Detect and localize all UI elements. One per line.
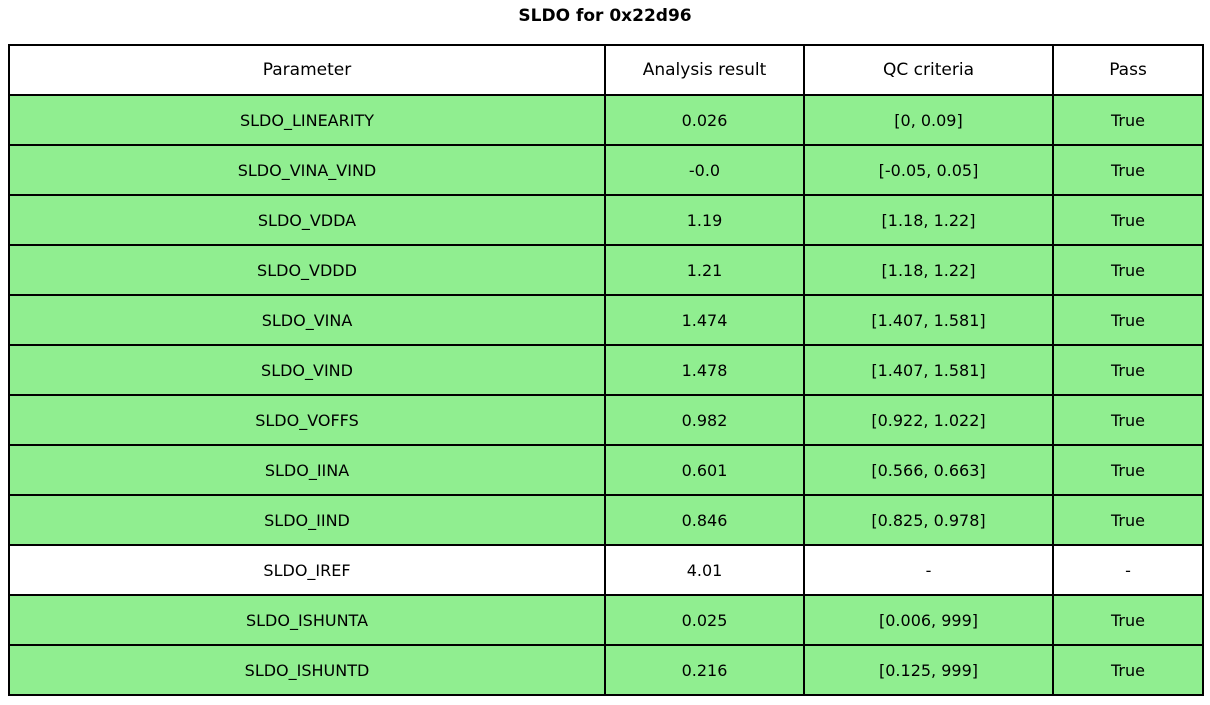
- qc-criteria-cell: [1.18, 1.22]: [803, 194, 1054, 246]
- analysis-result-cell: 0.026: [604, 94, 805, 146]
- table-row: SLDO_ISHUNTA 0.025 [0.006, 999] True: [8, 594, 1204, 646]
- parameter-cell: SLDO_VOFFS: [8, 394, 606, 446]
- parameter-cell: SLDO_IINA: [8, 444, 606, 496]
- table-row: SLDO_IREF 4.01 - -: [8, 544, 1204, 596]
- analysis-result-cell: 0.982: [604, 394, 805, 446]
- table-row: SLDO_VINA_VIND -0.0 [-0.05, 0.05] True: [8, 144, 1204, 196]
- pass-cell: True: [1052, 244, 1204, 296]
- analysis-result-cell: 4.01: [604, 544, 805, 596]
- col-header-qc-criteria: QC criteria: [803, 44, 1054, 96]
- pass-cell: True: [1052, 644, 1204, 696]
- qc-criteria-cell: [0, 0.09]: [803, 94, 1054, 146]
- pass-cell: True: [1052, 594, 1204, 646]
- analysis-result-cell: 0.846: [604, 494, 805, 546]
- qc-criteria-cell: [1.407, 1.581]: [803, 344, 1054, 396]
- qc-criteria-cell: [1.407, 1.581]: [803, 294, 1054, 346]
- table-row: SLDO_VINA 1.474 [1.407, 1.581] True: [8, 294, 1204, 346]
- table-row: SLDO_VDDD 1.21 [1.18, 1.22] True: [8, 244, 1204, 296]
- pass-cell: True: [1052, 294, 1204, 346]
- pass-cell: True: [1052, 494, 1204, 546]
- table-row: SLDO_VOFFS 0.982 [0.922, 1.022] True: [8, 394, 1204, 446]
- analysis-result-cell: -0.0: [604, 144, 805, 196]
- table-row: SLDO_IIND 0.846 [0.825, 0.978] True: [8, 494, 1204, 546]
- col-header-pass: Pass: [1052, 44, 1204, 96]
- table-row: SLDO_VDDA 1.19 [1.18, 1.22] True: [8, 194, 1204, 246]
- table-row: SLDO_VIND 1.478 [1.407, 1.581] True: [8, 344, 1204, 396]
- pass-cell: True: [1052, 444, 1204, 496]
- parameter-cell: SLDO_VINA_VIND: [8, 144, 606, 196]
- table-row: SLDO_IINA 0.601 [0.566, 0.663] True: [8, 444, 1204, 496]
- parameter-cell: SLDO_VIND: [8, 344, 606, 396]
- parameter-cell: SLDO_VDDD: [8, 244, 606, 296]
- parameter-cell: SLDO_IIND: [8, 494, 606, 546]
- page-title: SLDO for 0x22d96: [518, 6, 692, 26]
- qc-criteria-cell: [0.825, 0.978]: [803, 494, 1054, 546]
- analysis-result-cell: 1.19: [604, 194, 805, 246]
- parameter-cell: SLDO_VINA: [8, 294, 606, 346]
- pass-cell: True: [1052, 94, 1204, 146]
- col-header-parameter: Parameter: [8, 44, 606, 96]
- analysis-result-cell: 1.474: [604, 294, 805, 346]
- parameter-cell: SLDO_VDDA: [8, 194, 606, 246]
- analysis-result-cell: 1.21: [604, 244, 805, 296]
- qc-criteria-cell: [0.006, 999]: [803, 594, 1054, 646]
- qc-criteria-cell: -: [803, 544, 1054, 596]
- qc-criteria-cell: [-0.05, 0.05]: [803, 144, 1054, 196]
- parameter-cell: SLDO_LINEARITY: [8, 94, 606, 146]
- analysis-result-cell: 0.216: [604, 644, 805, 696]
- pass-cell: True: [1052, 144, 1204, 196]
- table-row: SLDO_ISHUNTD 0.216 [0.125, 999] True: [8, 644, 1204, 696]
- analysis-result-cell: 1.478: [604, 344, 805, 396]
- pass-cell: True: [1052, 394, 1204, 446]
- analysis-result-cell: 0.025: [604, 594, 805, 646]
- table-row: SLDO_LINEARITY 0.026 [0, 0.09] True: [8, 94, 1204, 146]
- parameter-cell: SLDO_ISHUNTD: [8, 644, 606, 696]
- table-body: SLDO_LINEARITY 0.026 [0, 0.09] True SLDO…: [8, 94, 1204, 696]
- pass-cell: -: [1052, 544, 1204, 596]
- qc-criteria-cell: [0.566, 0.663]: [803, 444, 1054, 496]
- pass-cell: True: [1052, 194, 1204, 246]
- qc-results-table: Parameter Analysis result QC criteria Pa…: [8, 44, 1204, 696]
- pass-cell: True: [1052, 344, 1204, 396]
- qc-criteria-cell: [0.922, 1.022]: [803, 394, 1054, 446]
- qc-criteria-cell: [0.125, 999]: [803, 644, 1054, 696]
- parameter-cell: SLDO_ISHUNTA: [8, 594, 606, 646]
- analysis-result-cell: 0.601: [604, 444, 805, 496]
- header-row: Parameter Analysis result QC criteria Pa…: [8, 44, 1204, 96]
- parameter-cell: SLDO_IREF: [8, 544, 606, 596]
- col-header-analysis-result: Analysis result: [604, 44, 805, 96]
- qc-criteria-cell: [1.18, 1.22]: [803, 244, 1054, 296]
